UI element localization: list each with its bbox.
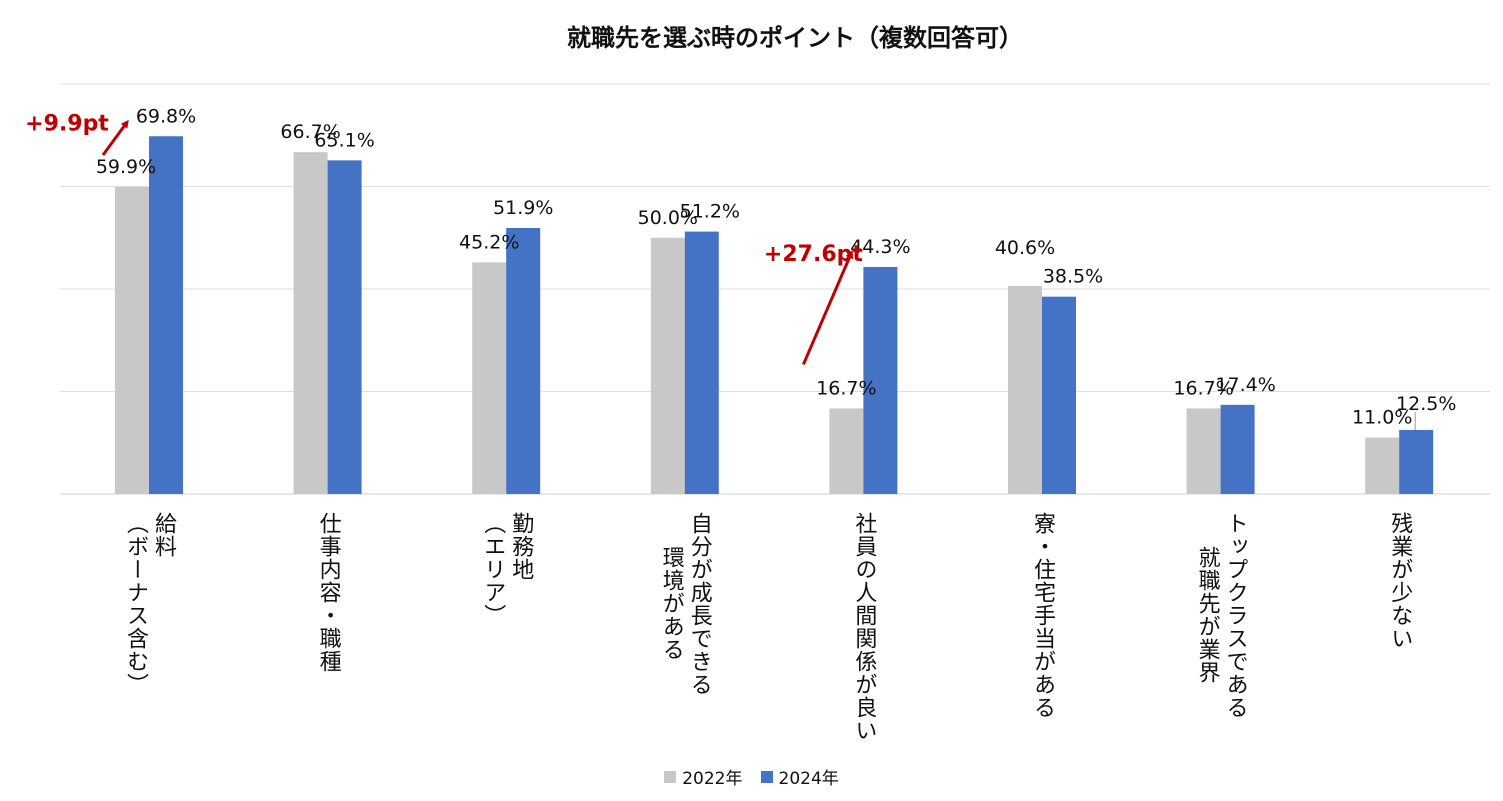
category-label-2-0: 勤務地	[508, 512, 534, 581]
bar-2024-0	[149, 136, 183, 494]
category-label-0-1: （ボーナス含む）	[123, 512, 148, 696]
value-label-2024-0: 69.8%	[136, 105, 196, 127]
category-label-0-0: 給料	[151, 512, 176, 558]
legend-swatch-2022	[664, 770, 677, 783]
bar-2022-0	[115, 187, 149, 494]
bar-2024-7	[1399, 429, 1434, 494]
bar-2024-4	[863, 266, 898, 494]
value-label-2022-6: 16.7%	[1173, 377, 1233, 399]
bar-2024-1	[327, 160, 362, 495]
bar-2024-5	[1042, 296, 1076, 494]
legend: 2022年 2024年	[0, 764, 1503, 789]
category-label-2-1: （エリア）	[480, 512, 506, 627]
category-label-3-1: 環境がある	[658, 546, 684, 661]
category-label-4-0: 社員の人間関係が良い	[851, 512, 877, 742]
legend-label-2024: 2024年	[778, 769, 839, 789]
bar-2022-7	[1365, 437, 1400, 494]
chart-title: 就職先を選ぶ時のポイント（複数回答可）	[567, 24, 1023, 52]
value-label-2024-4: 44.3%	[850, 236, 910, 258]
bar-2022-2	[472, 262, 507, 494]
category-label-1-0: 仕事内容・職種	[315, 512, 341, 673]
bar-2022-5	[1008, 285, 1042, 494]
category-label-5-0: 寮・住宅手当がある	[1030, 512, 1055, 719]
value-label-2024-2: 51.9%	[493, 197, 553, 219]
annotation-text-4: +27.6pt	[764, 242, 863, 267]
category-label-6-1: 就職先が業界	[1194, 546, 1220, 684]
category-label-6-0: トップクラスである	[1222, 512, 1248, 719]
value-label-2024-1: 65.1%	[314, 129, 374, 151]
value-label-2022-5: 40.6%	[995, 237, 1055, 259]
value-label-2022-3: 50.0%	[638, 207, 698, 229]
bar-2024-3	[684, 231, 719, 494]
legend-label-2022: 2022年	[682, 769, 743, 789]
bar-2022-3	[650, 237, 685, 494]
legend-swatch-2024	[760, 770, 773, 783]
value-label-2024-6: 17.4%	[1215, 374, 1275, 396]
value-label-2022-1: 66.7%	[280, 121, 340, 143]
value-label-2024-5: 38.5%	[1043, 266, 1103, 288]
annotation-arrow-4	[802, 250, 854, 366]
value-label-2022-7: 11.0%	[1352, 407, 1412, 429]
legend-item-2022: 2022年	[664, 764, 743, 789]
category-label-3-0: 自分が成長できる	[686, 512, 712, 696]
value-label-2022-4: 16.7%	[816, 377, 876, 399]
value-label-2024-3: 51.2%	[680, 201, 740, 223]
annotation-text-0: +9.9pt	[25, 111, 109, 136]
value-label-2022-0: 59.9%	[96, 156, 156, 178]
category-label-7-0: 残業が少ない	[1387, 512, 1413, 650]
value-label-2024-7: 12.5%	[1396, 393, 1456, 415]
bar-2024-2	[506, 228, 541, 494]
bar-2022-1	[293, 152, 328, 494]
bar-2022-4	[829, 408, 864, 494]
legend-item-2024: 2024年	[760, 764, 839, 789]
annotation-arrow-0	[101, 119, 129, 156]
bar-2022-6	[1186, 408, 1221, 494]
value-label-2022-2: 45.2%	[459, 231, 519, 253]
bar-2024-6	[1220, 404, 1255, 494]
